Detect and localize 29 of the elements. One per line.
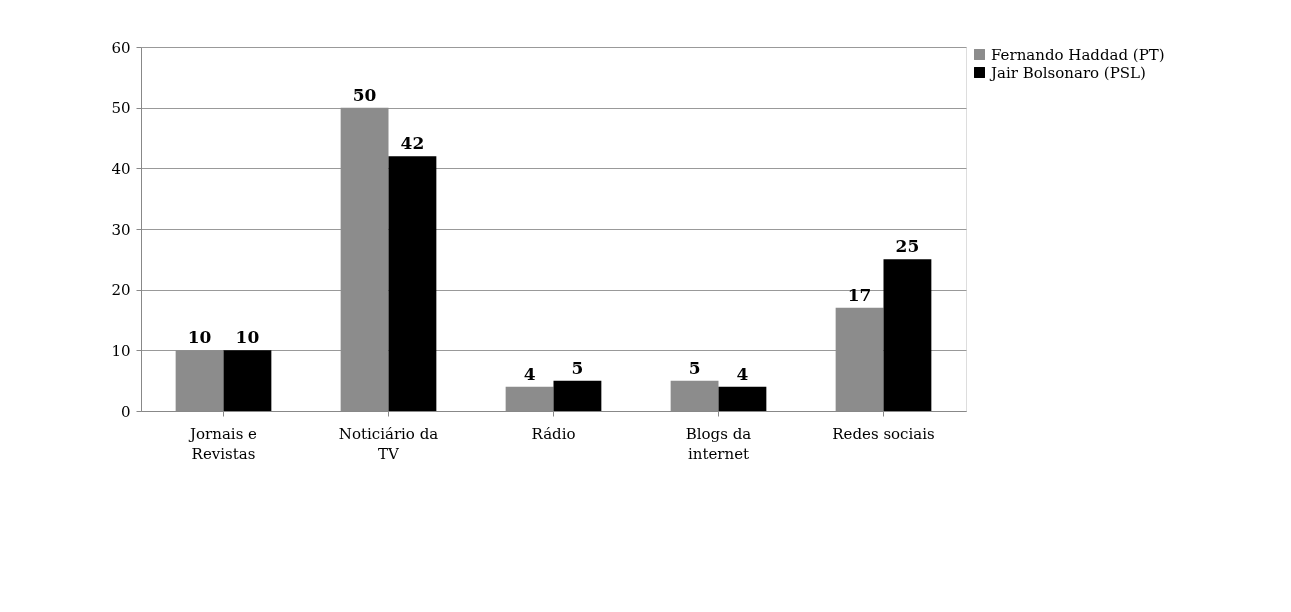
x-tick-label: Noticiário da TV [338, 424, 439, 463]
x-tick-label: Jornais e Revistas [188, 424, 258, 463]
y-tick-label: 50 [111, 99, 131, 118]
y-tick-label: 0 [120, 402, 131, 421]
bar [553, 380, 602, 411]
data-label: 25 [895, 236, 920, 257]
y-tick-label: 60 [111, 38, 131, 57]
data-label: 10 [235, 327, 260, 348]
bar [223, 350, 272, 411]
data-label: 4 [736, 363, 749, 384]
bar [718, 386, 767, 411]
data-label: 50 [352, 84, 377, 105]
legend-label: Fernando Haddad (PT) [991, 45, 1165, 64]
data-label: 42 [400, 133, 425, 154]
bar [388, 156, 437, 411]
legend-label: Jair Bolsonaro (PSL) [989, 63, 1146, 82]
y-tick-label: 40 [111, 159, 131, 178]
data-label: 5 [571, 357, 584, 378]
y-tick-label: 10 [111, 341, 131, 360]
y-tick-label: 20 [111, 281, 131, 300]
data-label: 10 [187, 327, 212, 348]
x-tick-label: Blogs da internet [685, 424, 752, 463]
y-tick-label: 30 [111, 220, 131, 239]
data-label: 17 [847, 284, 872, 305]
x-tick-label: Redes sociais [832, 424, 935, 443]
x-tick-label: Rádio [531, 424, 576, 443]
data-label: 5 [688, 357, 701, 378]
data-label: 4 [523, 363, 536, 384]
bar [883, 259, 932, 411]
